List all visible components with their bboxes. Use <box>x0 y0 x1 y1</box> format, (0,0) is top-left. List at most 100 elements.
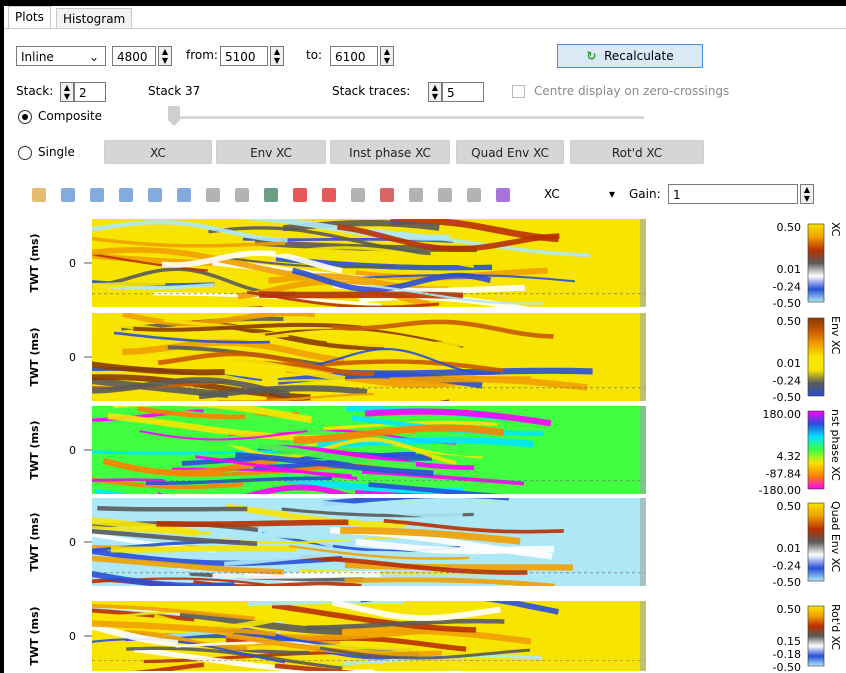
toolbar-icon[interactable] <box>293 188 307 202</box>
colorbar <box>808 318 824 396</box>
colorbar <box>808 606 824 666</box>
slider-thumb[interactable] <box>168 106 180 126</box>
dropdown-arrow: ⌄ <box>89 47 99 67</box>
centre-label: Centre display on zero-crossings <box>534 84 729 98</box>
y-axis-label: TWT (ms) <box>28 420 41 479</box>
image-edge <box>640 601 646 671</box>
colorbar-label: -87.84 <box>766 467 801 480</box>
toolbar-icon[interactable] <box>206 188 220 202</box>
tab-divider <box>4 28 846 29</box>
colorbar <box>808 411 824 489</box>
seismic-image <box>12 495 646 590</box>
tab[interactable]: Plots <box>8 6 51 29</box>
toolbar-icon[interactable] <box>119 188 133 202</box>
recalculate-label: Recalculate <box>604 49 673 63</box>
seismic-image <box>4 217 646 316</box>
toolbar-icon[interactable] <box>32 188 46 202</box>
colorbar-label: -0.50 <box>773 661 801 673</box>
spinner[interactable]: ▲▼ <box>428 82 442 102</box>
colorbar <box>808 503 824 581</box>
attribute-button[interactable]: Quad Env XC <box>456 140 564 164</box>
stack-label: Stack: <box>16 84 53 98</box>
radio-composite[interactable] <box>18 110 32 124</box>
toolbar-icon[interactable] <box>235 188 249 202</box>
spinner[interactable]: ▲▼ <box>60 82 74 102</box>
seismic-image <box>12 313 646 413</box>
colorbar-label: -0.50 <box>773 391 801 404</box>
colorbar-label: 180.00 <box>763 408 802 421</box>
refresh-icon: ↻ <box>586 49 596 63</box>
single-label: Single <box>38 145 75 159</box>
toolbar-icon[interactable] <box>467 188 481 202</box>
stack-info: Stack 37 <box>148 84 200 98</box>
reflector <box>97 508 247 509</box>
attribute-button[interactable]: Inst phase XC <box>330 140 450 164</box>
y-axis-label: TWT (ms) <box>28 327 41 386</box>
colorbar-label: 0.01 <box>777 263 802 276</box>
attribute-select[interactable]: XC <box>544 187 560 201</box>
y-tick-label: 0 <box>69 444 76 457</box>
image-edge <box>640 219 646 307</box>
toolbar-icon[interactable] <box>496 188 510 202</box>
mode-dropdown[interactable]: Inline ⌄ <box>16 46 106 66</box>
radio-single[interactable] <box>18 146 32 160</box>
image-edge <box>640 406 646 494</box>
image-edge <box>640 498 646 586</box>
to-input[interactable]: 6100 <box>330 46 378 66</box>
from-label: from: <box>186 48 218 62</box>
toolbar-icon[interactable] <box>438 188 452 202</box>
colorbar-label: 0.01 <box>777 542 802 555</box>
colorbar-label: 0.01 <box>777 357 802 370</box>
select-arrow: ▾ <box>609 187 615 201</box>
inline-input[interactable]: 4800 <box>112 46 156 66</box>
toolbar-icon[interactable] <box>380 188 394 202</box>
toolbar-icon[interactable] <box>90 188 104 202</box>
seismic-image <box>4 594 646 673</box>
seismic-image <box>4 403 646 511</box>
spinner[interactable]: ▲▼ <box>270 46 284 66</box>
colorbar-label: 0.50 <box>777 315 802 328</box>
mode-value: Inline <box>21 50 54 64</box>
attribute-button[interactable]: Env XC <box>216 140 326 164</box>
colorbar-label: -0.24 <box>773 280 801 293</box>
stack-traces-input[interactable]: 5 <box>442 82 484 102</box>
colorbar-title: nst phase XC <box>829 409 842 481</box>
recalculate-button[interactable]: ↻ Recalculate <box>557 44 703 68</box>
colorbar-label: -0.50 <box>773 576 801 589</box>
spinner[interactable]: ▲▼ <box>380 46 394 66</box>
attribute-button[interactable]: XC <box>104 140 212 164</box>
toolbar-icon[interactable] <box>61 188 75 202</box>
y-axis-label: TWT (ms) <box>28 233 41 292</box>
attribute-button[interactable]: Rot'd XC <box>570 140 704 164</box>
toolbar-icon[interactable] <box>322 188 336 202</box>
tab[interactable]: Histogram <box>56 8 132 29</box>
toolbar-icon[interactable] <box>264 188 278 202</box>
colorbar-label: -0.18 <box>773 648 801 661</box>
gain-label: Gain: <box>629 187 661 201</box>
colorbar-label: 0.50 <box>777 500 802 513</box>
from-input[interactable]: 5100 <box>220 46 268 66</box>
gain-input[interactable]: 1 <box>668 184 798 204</box>
colorbar <box>808 224 824 302</box>
slider-track <box>174 116 644 119</box>
spinner[interactable]: ▲▼ <box>800 184 814 204</box>
y-tick-label: 0 <box>69 257 76 270</box>
reflector <box>156 522 348 524</box>
colorbar-title: Rot'd XC <box>829 604 842 650</box>
toolbar-icon[interactable] <box>351 188 365 202</box>
reflector <box>65 307 263 311</box>
reflector <box>111 548 297 549</box>
colorbar-label: 0.15 <box>777 635 802 648</box>
stack-input[interactable]: 2 <box>74 82 106 102</box>
checkbox[interactable] <box>512 85 525 98</box>
toolbar-icon[interactable] <box>409 188 423 202</box>
toolbar-icon[interactable] <box>177 188 191 202</box>
colorbar-title: Quad Env XC <box>829 501 842 573</box>
toolbar-icon[interactable] <box>148 188 162 202</box>
spinner[interactable]: ▲▼ <box>158 46 172 66</box>
colorbar-title: Env XC <box>829 316 842 355</box>
composite-label: Composite <box>38 109 102 123</box>
